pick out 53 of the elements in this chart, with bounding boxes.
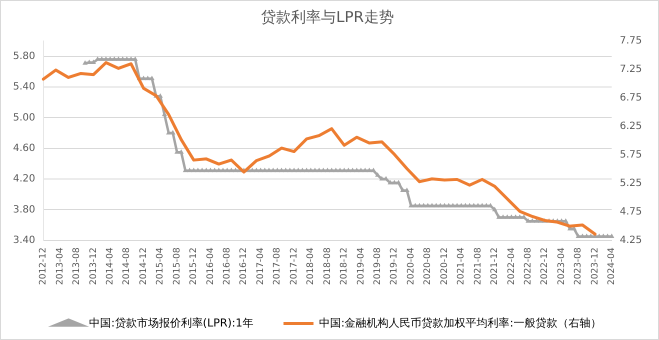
- y2-tick-label: 6.25: [620, 121, 642, 132]
- x-tick-label: 2015-12: [189, 247, 200, 286]
- x-tick-label: 2013-12: [88, 247, 99, 286]
- x-tick-label: 2020-04: [406, 247, 416, 286]
- x-tick-label: 2021-12: [490, 247, 500, 286]
- y-tick-label: 5.40: [13, 82, 36, 93]
- y-tick-label: 3.40: [13, 234, 36, 246]
- x-tick-label: 2022-12: [540, 247, 550, 286]
- x-tick-label: 2019-04: [356, 247, 366, 286]
- x-tick-label: 2022-08: [523, 247, 534, 286]
- x-tick-label: 2017-04: [256, 247, 266, 286]
- x-tick-label: 2013-08: [72, 247, 82, 286]
- x-tick-label: 2023-08: [574, 247, 584, 286]
- y2-tick-label: 7.25: [620, 64, 642, 76]
- x-tick-label: 2022-04: [506, 247, 517, 286]
- legend-label: 中国:金融机构人民币贷款加权平均利率:一般贷款（右轴）: [318, 316, 602, 330]
- y2-tick-label: 4.75: [620, 206, 642, 218]
- y-tick-label: 3.80: [13, 204, 36, 216]
- x-tick-label: 2017-08: [272, 247, 283, 286]
- x-tick-label: 2021-04: [456, 247, 467, 286]
- x-tick-label: 2016-12: [239, 247, 250, 286]
- legend-label: 中国:贷款市场报价利率(LPR):1年: [89, 316, 254, 330]
- x-tick-label: 2020-08: [423, 247, 434, 286]
- y2-tick-label: 7.75: [620, 36, 642, 47]
- y2-tick-label: 5.75: [620, 150, 642, 161]
- y-tick-label: 5.00: [13, 112, 36, 124]
- x-tick-label: 2012-12: [38, 247, 49, 286]
- x-tick-label: 2013-04: [55, 247, 66, 286]
- x-tick-label: 2024-04: [607, 247, 618, 286]
- x-tick-label: 2018-04: [306, 247, 316, 286]
- x-tick-label: 2021-08: [473, 247, 484, 286]
- x-tick-label: 2016-04: [206, 247, 216, 286]
- y-tick-label: 4.20: [13, 174, 36, 185]
- x-tick-label: 2023-04: [556, 247, 567, 286]
- y-tick-label: 4.60: [13, 142, 36, 154]
- x-tick-label: 2019-12: [390, 247, 400, 286]
- x-tick-label: 2020-12: [440, 247, 450, 286]
- x-tick-label: 2016-08: [222, 247, 233, 286]
- y2-tick-label: 5.25: [620, 178, 642, 190]
- x-tick-label: 2023-12: [590, 247, 600, 286]
- x-tick-label: 2017-12: [289, 247, 300, 286]
- x-tick-label: 2015-08: [172, 247, 182, 286]
- x-tick-label: 2018-08: [322, 247, 333, 286]
- x-tick-label: 2014-08: [122, 247, 132, 286]
- y2-tick-label: 6.75: [620, 92, 642, 104]
- chart-title: 贷款利率与LPR走势: [261, 8, 394, 26]
- x-tick-label: 2014-12: [138, 247, 149, 286]
- y2-tick-label: 4.25: [620, 234, 642, 246]
- x-tick-label: 2019-08: [373, 247, 384, 286]
- y-tick-label: 5.80: [13, 50, 36, 62]
- x-tick-label: 2018-12: [340, 247, 350, 286]
- x-tick-label: 2015-04: [156, 247, 166, 286]
- x-tick-label: 2014-04: [105, 247, 116, 286]
